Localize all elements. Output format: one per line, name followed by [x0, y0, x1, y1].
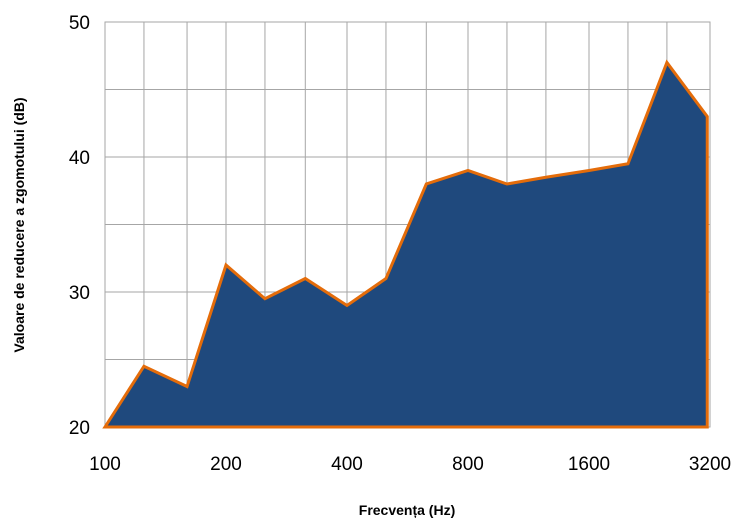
x-axis-title: Frecvența (Hz)	[359, 502, 455, 518]
x-tick-label: 1600	[568, 454, 610, 475]
x-tick-label: 400	[331, 454, 363, 475]
x-tick-label: 100	[89, 454, 121, 475]
plot-area	[102, 59, 709, 429]
y-tick-label: 20	[69, 418, 90, 439]
x-axis-ticks: 100 200 400 800 1600 3200	[89, 454, 731, 475]
x-tick-label: 800	[452, 454, 484, 475]
area-series	[102, 59, 709, 429]
y-axis-ticks: 20 30 40 50	[69, 13, 90, 439]
y-axis-title: Valoare de reducere a zgomotului (dB)	[11, 97, 27, 352]
y-tick-label: 50	[69, 13, 90, 34]
x-tick-label: 3200	[689, 454, 731, 475]
y-tick-label: 30	[69, 283, 90, 304]
x-tick-label: 200	[210, 454, 242, 475]
y-tick-label: 40	[69, 148, 90, 169]
